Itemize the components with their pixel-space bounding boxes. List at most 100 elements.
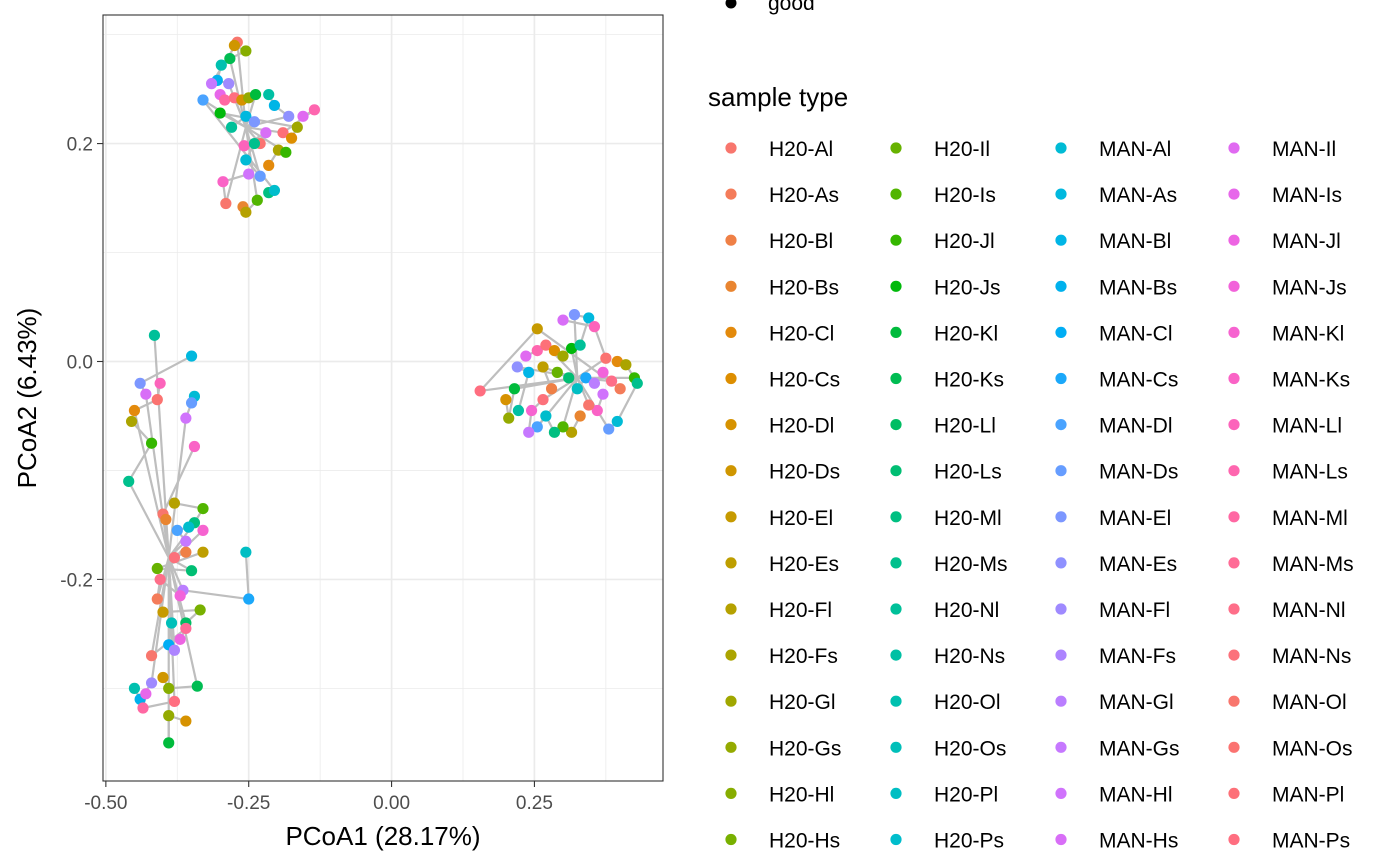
legend-label: MAN-Ms — [1272, 553, 1354, 576]
data-point — [571, 383, 583, 395]
data-point — [224, 52, 236, 65]
data-point — [185, 397, 198, 409]
legend-label: H20-Nl — [934, 599, 999, 622]
legend-label: H20-Kl — [934, 322, 998, 345]
legend-key — [725, 280, 737, 292]
connector-line — [127, 442, 153, 482]
data-point — [525, 404, 538, 417]
y-tick-label: -0.2 — [60, 570, 93, 591]
legend-label: MAN-Ll — [1272, 415, 1342, 438]
legend-key — [1055, 419, 1067, 431]
data-point — [600, 352, 612, 364]
data-point — [249, 88, 262, 101]
data-point — [197, 546, 209, 558]
legend-key — [1055, 695, 1067, 707]
connector-line — [144, 394, 170, 558]
legend-label: H20-Cl — [769, 322, 834, 345]
legend-label: MAN-Es — [1099, 553, 1177, 576]
legend-key — [1055, 649, 1067, 661]
data-point — [248, 137, 261, 150]
legend-key — [1228, 833, 1240, 846]
legend-label: H20-Es — [769, 553, 839, 576]
connector-line — [156, 551, 204, 570]
data-point — [297, 110, 309, 122]
legend-key — [1055, 787, 1067, 800]
data-point — [605, 375, 618, 387]
legend-label: MAN-As — [1099, 184, 1177, 207]
data-point — [611, 415, 623, 428]
legend-label: H20-As — [769, 184, 839, 207]
data-point — [620, 359, 632, 371]
legend-label: H20-Hl — [769, 783, 834, 806]
data-point — [228, 39, 241, 52]
data-point — [197, 94, 209, 106]
data-point — [163, 710, 175, 722]
legend-key — [890, 419, 902, 431]
legend-label: MAN-Ks — [1272, 369, 1350, 392]
y-axis-title: PCoA2 (6.43%) — [12, 308, 42, 489]
legend-label: MAN-Os — [1272, 737, 1353, 760]
connector-line — [244, 552, 250, 600]
data-point — [583, 312, 595, 324]
connector-line — [282, 108, 316, 134]
connector-line — [133, 410, 170, 558]
data-point — [520, 350, 532, 362]
legend-key — [1228, 603, 1240, 615]
data-point — [168, 644, 181, 656]
data-point — [565, 342, 578, 355]
legend-label: MAN-El — [1099, 507, 1171, 530]
data-point — [531, 323, 543, 335]
legend-key — [725, 142, 737, 154]
legend-label: H20-Bl — [769, 230, 833, 253]
legend-key — [725, 833, 737, 846]
data-point — [248, 116, 261, 128]
data-point — [240, 206, 252, 218]
data-point — [163, 682, 175, 694]
legend-label: MAN-Ls — [1272, 461, 1348, 484]
connector-line — [150, 557, 170, 684]
legend-key — [725, 603, 737, 615]
legend-label: H20-Is — [934, 184, 996, 207]
data-point — [557, 314, 569, 326]
legend-key — [890, 188, 902, 200]
data-point — [268, 184, 281, 197]
data-point — [188, 440, 201, 453]
data-point — [511, 361, 523, 373]
legend-key — [725, 787, 737, 800]
legend-key — [725, 465, 737, 477]
legend-label: MAN-Al — [1099, 138, 1171, 161]
x-tick-label: -0.50 — [84, 793, 127, 814]
data-point — [531, 345, 543, 357]
legend-key — [725, 419, 737, 431]
data-point — [531, 421, 543, 433]
data-point — [154, 377, 166, 389]
legend-label: MAN-Js — [1272, 276, 1347, 299]
legend-key — [1228, 372, 1240, 385]
data-point — [545, 383, 558, 395]
data-point — [580, 372, 592, 384]
data-point — [148, 329, 161, 341]
legend-key — [1228, 787, 1240, 800]
x-axis-ticks: -0.50 -0.25 0.00 0.25 — [84, 781, 553, 814]
legend-key — [890, 833, 902, 846]
connector-line — [164, 519, 170, 558]
legend-key — [890, 326, 902, 338]
legend-label: H20-Ol — [934, 691, 1001, 714]
legend-key — [1228, 280, 1240, 292]
data-point — [140, 388, 152, 400]
connector-line — [244, 94, 257, 128]
shape-legend-key — [725, 0, 737, 9]
legend-key — [890, 603, 902, 615]
data-point — [220, 197, 232, 210]
data-point — [568, 309, 581, 321]
data-point — [512, 404, 525, 417]
data-point — [308, 104, 321, 116]
data-point — [183, 521, 195, 533]
legend-label: MAN-Bl — [1099, 230, 1171, 253]
data-point — [540, 339, 552, 351]
data-point — [508, 383, 521, 395]
legend-key — [1228, 326, 1240, 338]
data-point — [160, 513, 172, 526]
data-point — [631, 377, 643, 389]
